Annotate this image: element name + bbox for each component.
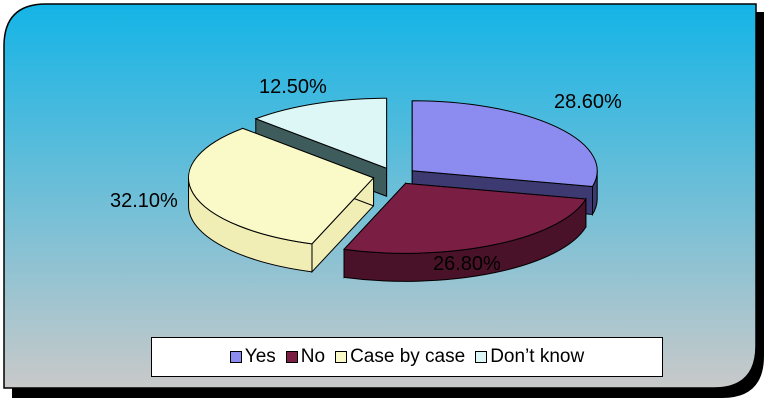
- legend-swatch-dont-know: [475, 351, 488, 363]
- pie-slice-case-by-case: [188, 127, 375, 274]
- legend-item-yes: Yes: [229, 346, 276, 368]
- slice-value-label-no: 26.80%: [433, 253, 501, 275]
- legend: Yes No Case by case Don’t know: [151, 337, 663, 377]
- legend-item-case-by-case: Case by case: [335, 346, 465, 368]
- legend-item-no: No: [285, 346, 326, 368]
- legend-label-yes: Yes: [244, 346, 276, 367]
- legend-label-case-by-case: Case by case: [350, 346, 466, 367]
- pie-slice-dont-know-top: [254, 97, 388, 169]
- slice-labels: 28.60% 26.80% 32.10% 12.50%: [110, 76, 622, 275]
- pie-slice-no-top: [343, 182, 587, 254]
- slice-value-label-yes: 28.60%: [554, 91, 622, 113]
- slice-value-label-dont-know: 12.50%: [259, 76, 327, 98]
- pie-slice-case-by-case-top: [188, 127, 375, 245]
- pie-slice-yes-top: [411, 100, 598, 188]
- legend-label-no: No: [300, 346, 326, 367]
- legend-item-dont-know: Don’t know: [475, 346, 584, 368]
- legend-swatch-yes: [229, 351, 242, 363]
- pie-3d: [188, 97, 598, 282]
- slice-value-label-case-by-case: 32.10%: [110, 190, 178, 212]
- chart-area: [3, 3, 757, 389]
- legend-swatch-no: [285, 351, 298, 363]
- legend-label-dont-know: Don’t know: [490, 346, 585, 367]
- legend-swatch-case-by-case: [335, 351, 348, 363]
- pie-slice-no: [343, 182, 587, 282]
